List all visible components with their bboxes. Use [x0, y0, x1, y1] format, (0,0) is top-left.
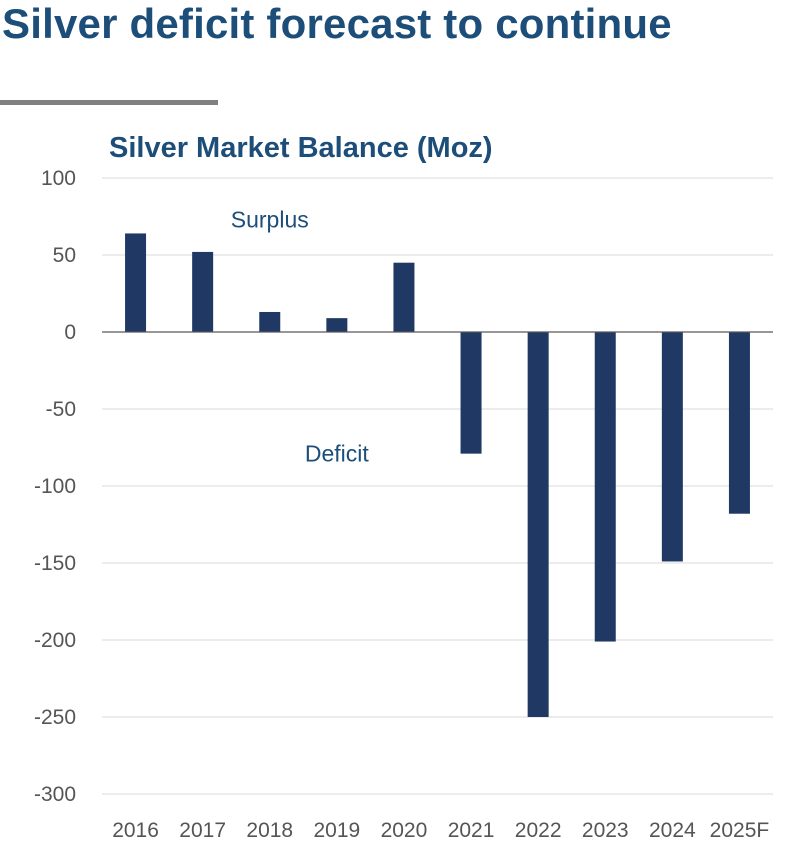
- x-tick-label: 2021: [448, 819, 495, 842]
- page-headline: Silver deficit forecast to continue: [2, 0, 672, 47]
- annotation-deficit: Deficit: [305, 440, 370, 466]
- annotations: Surplus Deficit: [231, 206, 370, 466]
- y-tick-label: 50: [53, 244, 76, 267]
- bar-2024: [661, 332, 683, 562]
- y-tick-label: 100: [41, 167, 76, 190]
- y-tick-label: -150: [34, 552, 76, 575]
- bar-2020: [393, 262, 415, 332]
- y-axis: 100 50 0 -50 -100 -150 -200 -250 -300: [34, 167, 76, 806]
- bar-2018: [259, 311, 281, 332]
- y-tick-label: 0: [64, 321, 76, 344]
- annotation-surplus: Surplus: [231, 206, 309, 232]
- x-tick-label: 2017: [179, 819, 226, 842]
- x-tick-label: 2018: [246, 819, 293, 842]
- y-tick-label: -200: [34, 629, 76, 652]
- x-tick-label: 2022: [515, 819, 562, 842]
- bar-2017: [192, 251, 214, 332]
- bar-2022: [527, 332, 549, 717]
- x-tick-label: 2019: [313, 819, 360, 842]
- title-divider: [0, 100, 218, 105]
- y-tick-label: -300: [34, 783, 76, 806]
- y-tick-label: -100: [34, 475, 76, 498]
- y-tick-label: -250: [34, 706, 76, 729]
- bar-2023: [594, 332, 616, 642]
- x-tick-label: 2025F: [710, 819, 770, 842]
- x-tick-label: 2023: [582, 819, 629, 842]
- bar-2016: [125, 233, 147, 332]
- x-axis: 2016 2017 2018 2019 2020 2021 2022 2023 2024 2025…: [112, 819, 769, 842]
- bar-2021: [460, 332, 482, 454]
- x-tick-label: 2020: [381, 819, 428, 842]
- bar-2019: [326, 318, 348, 332]
- chart-title: Silver Market Balance (Moz): [109, 132, 493, 164]
- x-tick-label: 2024: [649, 819, 696, 842]
- x-tick-label: 2016: [112, 819, 159, 842]
- gridlines: [102, 177, 773, 795]
- y-tick-label: -50: [46, 398, 76, 421]
- bars: [102, 233, 773, 717]
- bar-2025F: [728, 332, 750, 514]
